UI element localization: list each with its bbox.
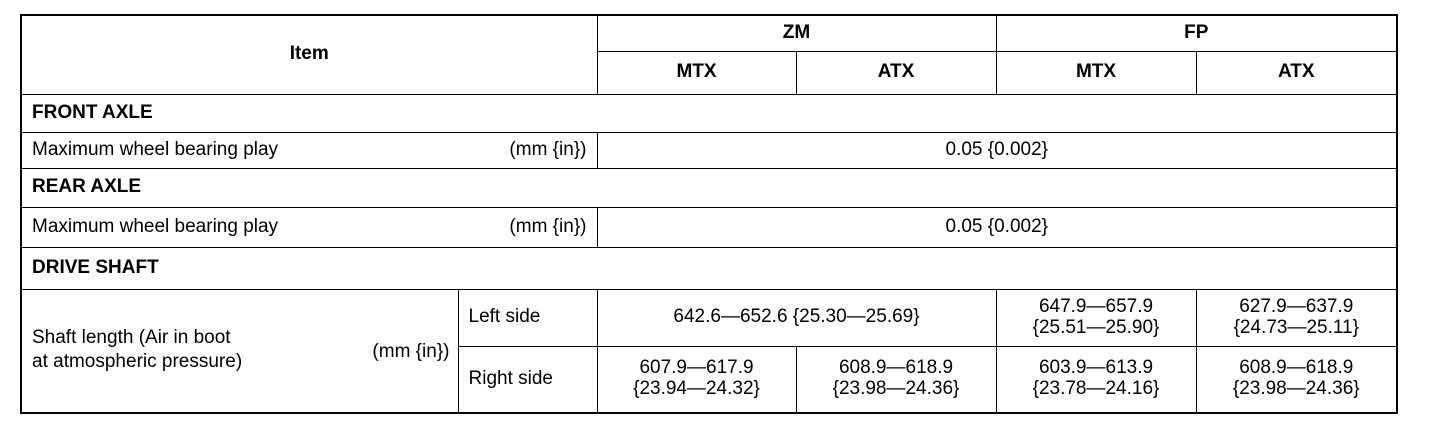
header-item: Item: [20, 14, 598, 95]
rear-bearing-play-value: 0.05 {0.002}: [596, 206, 1398, 248]
header-zm-atx: ATX: [795, 50, 997, 95]
value-line: 608.9—618.9: [1239, 357, 1354, 379]
value-line: {23.78—24.16}: [1032, 378, 1160, 400]
header-fp-mtx: MTX: [995, 50, 1197, 95]
header-zm-mtx: MTX: [596, 50, 797, 95]
right-side-label: Right side: [457, 345, 598, 414]
left-fp-mtx-value: 647.9—657.9 {25.51—25.90}: [995, 288, 1197, 347]
row-unit: (mm {in}): [509, 215, 587, 237]
value-line: 647.9—657.9: [1038, 295, 1154, 317]
front-bearing-play-label: Maximum wheel bearing play (mm {in}): [20, 131, 598, 169]
shaft-length-label: Shaft length (Air in boot at atmospheric…: [20, 288, 459, 414]
value-line: {24.73—25.11}: [1233, 316, 1359, 338]
header-fp: FP: [995, 14, 1398, 52]
row-unit: (mm {in}): [509, 138, 587, 160]
label-line1: Shaft length (Air in boot: [32, 327, 231, 349]
rear-bearing-play-label: Maximum wheel bearing play (mm {in}): [20, 206, 598, 248]
section-drive-shaft: DRIVE SHAFT: [20, 246, 1398, 290]
shaft-unit: (mm {in}): [372, 340, 450, 362]
value-line: {23.98—24.36}: [832, 378, 960, 400]
row-label: Maximum wheel bearing play: [32, 138, 279, 160]
right-fp-atx-value: 608.9—618.9 {23.98—24.36}: [1195, 345, 1398, 414]
left-side-label: Left side: [457, 288, 598, 347]
value-line: 608.9—618.9: [838, 357, 954, 379]
header-zm: ZM: [596, 14, 997, 52]
label-line2: at atmospheric pressure): [32, 351, 243, 373]
right-zm-atx-value: 608.9—618.9 {23.98—24.36}: [795, 345, 997, 414]
value-line: {25.51—25.90}: [1032, 316, 1160, 338]
value-line: 603.9—613.9: [1038, 357, 1154, 379]
value-line: {23.94—24.32}: [633, 378, 760, 400]
section-front-axle: FRONT AXLE: [20, 93, 1398, 133]
left-zm-value: 642.6—652.6 {25.30—25.69}: [596, 288, 997, 347]
right-zm-mtx-value: 607.9—617.9 {23.94—24.32}: [596, 345, 797, 414]
value-line: {23.98—24.36}: [1232, 378, 1360, 400]
right-fp-mtx-value: 603.9—613.9 {23.78—24.16}: [995, 345, 1197, 414]
front-bearing-play-value: 0.05 {0.002}: [596, 131, 1398, 169]
row-label: Maximum wheel bearing play: [32, 215, 279, 237]
left-fp-atx-value: 627.9—637.9 {24.73—25.11}: [1195, 288, 1398, 347]
section-rear-axle: REAR AXLE: [20, 167, 1398, 208]
specification-table: Item ZM FP MTX ATX MTX ATX FRONT AXLE Ma…: [20, 14, 1398, 414]
value-line: 627.9—637.9: [1239, 295, 1354, 317]
value-line: 607.9—617.9: [639, 357, 754, 379]
header-fp-atx: ATX: [1195, 50, 1398, 95]
